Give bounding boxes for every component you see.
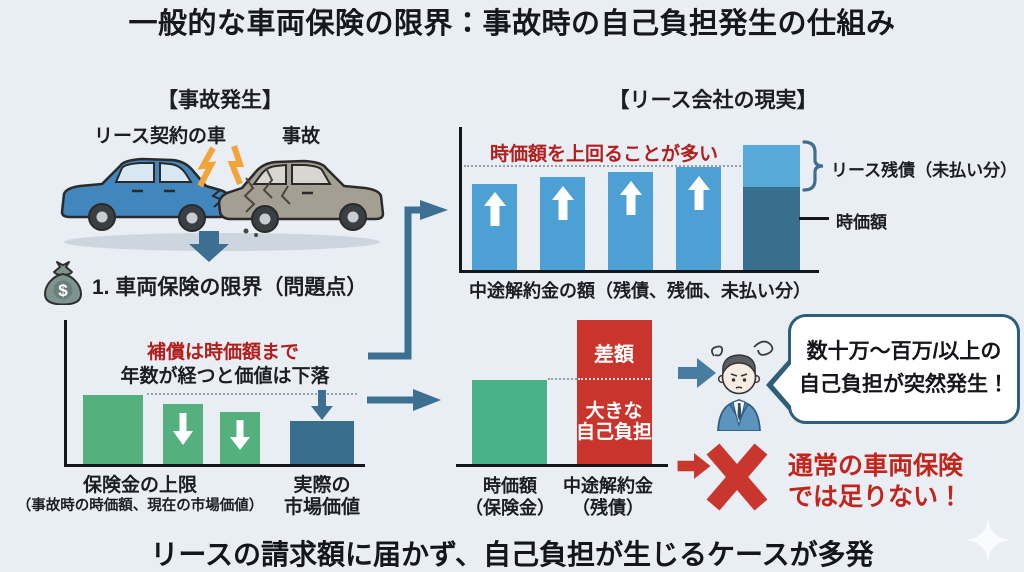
up-arrow-icon — [551, 186, 574, 220]
blue-car-icon — [60, 157, 233, 232]
warning-text-line2: では足りない！ — [788, 483, 964, 511]
gap-chart-x-axis — [456, 464, 668, 467]
lease-debt-label: リース残債（未払い分） — [831, 161, 1018, 180]
speech-bubble: 数十万〜百万/以上の 自己負担が突然発生！ — [766, 314, 1020, 424]
down-arrow-icon — [189, 231, 229, 262]
connector-arrow-up-right-icon — [368, 200, 448, 360]
payout-left-label-1: 保険金の上限 — [82, 475, 198, 496]
dizzy-squiggle-left — [711, 345, 724, 357]
cancel-chart-y-axis — [459, 127, 462, 273]
cancel-bar-4 — [676, 167, 721, 270]
crash-label: 事故 — [281, 126, 321, 147]
down-arrow-icon — [311, 390, 333, 420]
gap-burden-label-1: 大きな — [585, 401, 643, 422]
connector-arrow-right-icon — [367, 389, 441, 411]
payout-red-note: 補償は時価額まで — [146, 342, 300, 363]
page-title: 一般的な車両保険の限界：事故時の自己負担発生の仕組み — [128, 8, 896, 40]
up-arrow-icon — [483, 192, 506, 226]
market-value-pointer-line — [799, 217, 829, 220]
money-bag-icon: $ — [43, 261, 83, 305]
payout-bar-3 — [220, 412, 260, 464]
cancel-bar-5-market-value-segment — [743, 187, 800, 270]
cancel-bar-1 — [472, 184, 517, 270]
payout-left-label-2: （事故時の時価額、現在の市場価値） — [16, 498, 264, 514]
leased-car-label: リース契約の車 — [93, 126, 227, 147]
step1-heading: 1. 車両保険の限界（問題点） — [92, 276, 368, 299]
gap-bar2-label-1: 中途解約金 — [563, 476, 653, 496]
cancel-chart-x-axis — [459, 270, 819, 273]
bubble-text-line2: 自己負担が突然発生！ — [799, 373, 1009, 396]
down-arrow-icon — [230, 420, 250, 450]
right-arrow-icon — [677, 453, 711, 479]
market-value-label: 時価額 — [836, 213, 887, 232]
up-arrow-icon — [619, 181, 642, 215]
gap-bar1-label-2: （保険金） — [465, 498, 555, 518]
payout-bar-market-value — [290, 421, 354, 464]
dizzy-squiggle-right — [753, 340, 774, 356]
payout-black-note: 年数が経つと価値は下落 — [120, 366, 330, 387]
warning-text-line1: 通常の車両保険 — [788, 452, 964, 480]
cancel-red-note: 時価額を上回ることが多い — [489, 144, 719, 165]
payout-reference-dotted-line — [147, 393, 357, 395]
footer-message: リースの請求額に届かず、自己負担が生じるケースが多発 — [150, 539, 874, 570]
right-arrow-icon — [678, 358, 716, 388]
gap-bar-cancellation-fee — [577, 320, 652, 464]
cancel-bar-2 — [540, 177, 585, 270]
section-heading-accident: 【事故発生】 — [157, 89, 283, 112]
gap-bar-market-value — [472, 380, 547, 464]
up-arrow-icon — [687, 176, 710, 210]
gap-bar2-label-2: （残債） — [572, 498, 644, 518]
payout-chart-y-axis — [64, 320, 67, 467]
payout-bar-1 — [83, 395, 143, 464]
payout-right-label-1: 実際の — [293, 475, 351, 496]
cancel-x-axis-label: 中途解約金の額（残債、残価、未払い分） — [469, 281, 811, 301]
worried-person-icon — [711, 340, 774, 431]
shadow-ellipse — [64, 233, 380, 251]
brace-icon — [802, 140, 824, 192]
car-crash-illustration — [60, 145, 385, 251]
gap-diff-label: 差額 — [594, 344, 634, 366]
sparkle-icon — [966, 518, 1010, 562]
gray-car-icon — [217, 159, 385, 237]
gap-dotted-line-gray — [548, 378, 577, 380]
payout-bar-2 — [163, 404, 203, 464]
cancel-reference-dotted-line — [464, 165, 741, 167]
gap-bar1-label-1: 時価額 — [483, 476, 537, 496]
impact-bolts-icon — [197, 145, 245, 188]
down-arrow-icon — [173, 413, 193, 445]
gap-burden-label-2: 自己負担 — [575, 422, 653, 443]
cancel-bar-5-lease-debt-segment — [743, 145, 800, 187]
payout-chart-x-axis — [64, 464, 365, 467]
gap-dotted-line-white — [578, 378, 650, 380]
section-heading-lease-reality: 【リース会社の現実】 — [608, 89, 818, 112]
payout-right-label-2: 市場価値 — [283, 497, 361, 518]
bubble-text-line1: 数十万〜百万/以上の — [806, 340, 1002, 364]
cross-mark-icon — [706, 443, 768, 511]
cancel-bar-3 — [608, 172, 653, 270]
dollar-sign: $ — [58, 281, 68, 300]
